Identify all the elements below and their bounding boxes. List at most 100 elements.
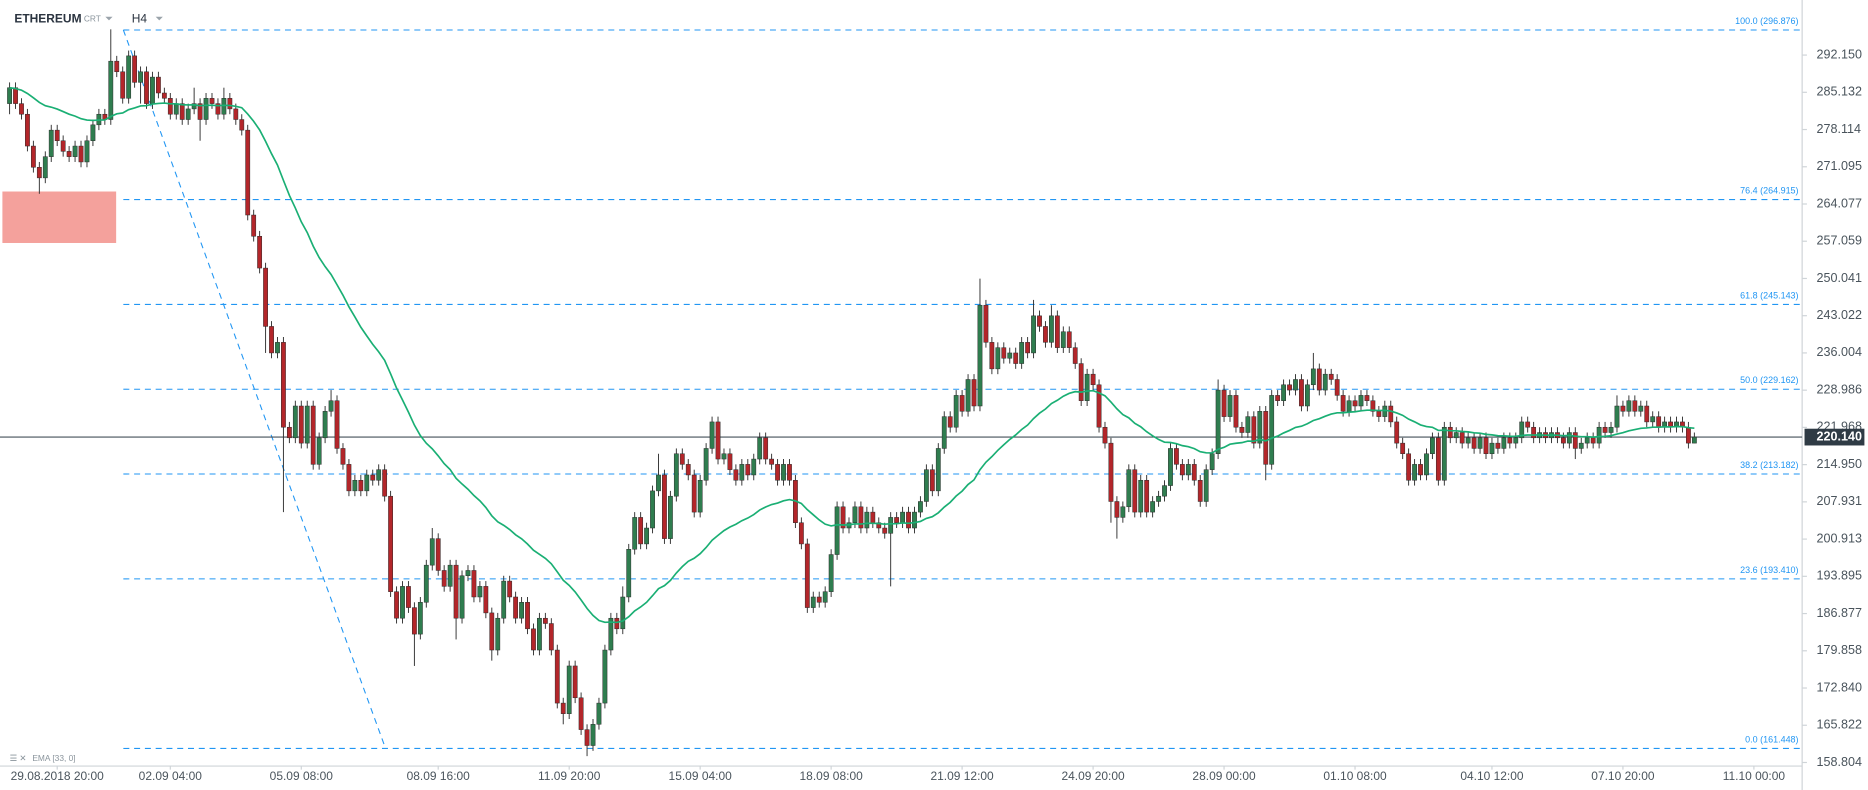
candle-body [608, 617, 614, 651]
candle-body [650, 490, 655, 529]
indicator-icons[interactable]: ☰ ✕ [10, 753, 27, 763]
dropdown-arrow[interactable] [155, 16, 163, 21]
candle-body [727, 453, 733, 470]
candle-body [304, 405, 310, 444]
candle-body [1084, 373, 1090, 401]
last-price-label: 220.140 [1817, 429, 1862, 443]
candle-body [1197, 480, 1203, 502]
candle-body [1251, 416, 1257, 444]
candle-body [215, 103, 221, 115]
candle-body [1566, 432, 1572, 444]
candle-body [709, 421, 715, 449]
candle-body [1132, 469, 1138, 513]
candle-body [1102, 426, 1108, 444]
candle-body [72, 145, 78, 157]
candle-body [1191, 464, 1197, 481]
candle-body [90, 124, 96, 141]
candle-body [1459, 432, 1465, 444]
candle-body [1227, 395, 1233, 417]
candle-body [1007, 352, 1013, 359]
y-tick-label: 193.895 [1817, 569, 1862, 583]
candle-body [489, 612, 495, 651]
y-tick-label: 228.986 [1817, 382, 1862, 396]
candle-body [673, 453, 679, 497]
indicator-label[interactable]: EMA [33, 0] [32, 753, 75, 763]
candle-body [340, 448, 346, 465]
candle-body [644, 527, 649, 545]
candle-body [888, 517, 894, 534]
candle-body [19, 103, 24, 115]
candle-body [1305, 384, 1310, 407]
candle-body [382, 469, 388, 497]
x-tick-label: 07.10 20:00 [1591, 769, 1655, 783]
candle-body [66, 151, 72, 157]
candle-body [995, 347, 1001, 370]
candle-body [257, 235, 263, 269]
candle-body [48, 129, 54, 157]
y-tick-label: 278.114 [1817, 122, 1861, 136]
candle-body [114, 60, 120, 73]
candle-body [1156, 495, 1161, 502]
candle-body [423, 564, 429, 603]
candle-body [1054, 315, 1060, 348]
candle-body [531, 628, 536, 651]
candle-body [971, 379, 977, 407]
candle-body [1590, 437, 1596, 444]
candle-body [150, 76, 155, 104]
candle-body [1441, 426, 1447, 481]
candle-body [298, 405, 304, 444]
x-tick-label: 28.09 00:00 [1192, 769, 1256, 783]
candle-body [263, 267, 268, 327]
candle-body [1310, 368, 1316, 386]
market[interactable]: CRT [84, 13, 101, 23]
candle-body [1013, 352, 1019, 364]
candle-body [1614, 405, 1620, 428]
candle-body [1334, 379, 1340, 396]
candle-body [495, 617, 501, 651]
candle-body [507, 580, 513, 598]
candle-body [554, 649, 560, 704]
candle-body [1650, 416, 1656, 423]
candle-body [1578, 442, 1584, 449]
candle-body [822, 591, 828, 603]
candle-body [364, 474, 370, 492]
candle-body [614, 617, 620, 630]
candle-body [1293, 379, 1298, 391]
candle-body [542, 617, 548, 624]
candle-body [632, 517, 638, 550]
candle-body [1471, 437, 1477, 449]
candle-body [745, 464, 751, 476]
candle-body [656, 474, 661, 492]
candle-body [1495, 442, 1501, 449]
candle-body [1221, 389, 1227, 417]
candle-body [590, 724, 596, 746]
candle-body [679, 453, 685, 465]
candle-body [1596, 426, 1602, 444]
symbol[interactable]: ETHEREUM [14, 11, 81, 25]
candle-body [1388, 405, 1394, 423]
candle-body [602, 649, 608, 704]
candle-body [84, 140, 90, 163]
dropdown-arrow[interactable] [105, 16, 113, 21]
y-tick-label: 207.931 [1817, 494, 1862, 508]
candle-body [1531, 426, 1537, 439]
candle-body [328, 400, 334, 412]
candle-body [453, 564, 459, 619]
candle-body [209, 98, 215, 104]
candle-body [161, 92, 167, 99]
y-tick-label: 243.022 [1817, 308, 1862, 322]
candle-body [400, 586, 405, 619]
candle-body [78, 145, 84, 163]
candle-body [1602, 426, 1608, 433]
timeframe[interactable]: H4 [132, 11, 148, 25]
candle-body [1019, 342, 1025, 364]
candle-body [441, 570, 447, 587]
candle-body [1269, 395, 1275, 465]
candle-body [757, 437, 763, 460]
candle-body [1096, 384, 1102, 428]
candle-body [1203, 469, 1209, 502]
candle-body [156, 76, 161, 94]
candle-body [1483, 437, 1489, 454]
candle-body [167, 98, 173, 115]
candle-body [1626, 400, 1632, 412]
